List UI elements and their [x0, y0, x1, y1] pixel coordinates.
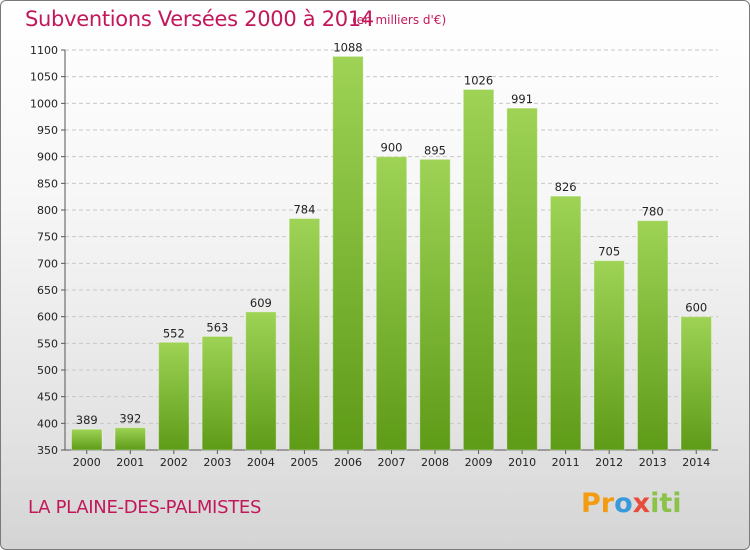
bar-2003: [202, 336, 233, 450]
data-label-2008: 895: [424, 143, 446, 157]
bar-2011: [550, 196, 581, 450]
x-tick-label-2006: 2006: [334, 456, 362, 469]
x-tick-label-2014: 2014: [682, 456, 710, 469]
bar-2004: [245, 311, 277, 450]
x-tick-label-2000: 2000: [73, 456, 101, 469]
x-tick-label-2003: 2003: [203, 456, 231, 469]
bar-outline: [549, 195, 582, 451]
y-tick-label: 450: [37, 391, 58, 404]
y-tick-label: 800: [37, 204, 58, 217]
x-tick-label-2002: 2002: [160, 456, 188, 469]
data-label-2014: 600: [685, 301, 707, 315]
y-tick-label: 1100: [30, 44, 58, 57]
data-label-2006: 1088: [333, 40, 362, 54]
y-tick-label: 850: [37, 177, 58, 190]
data-label-2009: 1026: [464, 73, 493, 87]
x-tick-label-2004: 2004: [247, 456, 275, 469]
x-tick-label-2011: 2011: [552, 456, 580, 469]
data-label-2005: 784: [293, 203, 315, 217]
x-tick-label-2013: 2013: [639, 456, 667, 469]
y-tick-label: 1050: [30, 71, 58, 84]
data-label-2002: 552: [163, 326, 185, 340]
y-tick-label: 950: [37, 124, 58, 137]
data-label-2013: 780: [642, 205, 664, 219]
y-tick-label: 700: [37, 257, 58, 270]
x-tick-label-2008: 2008: [421, 456, 449, 469]
data-label-2007: 900: [381, 141, 403, 155]
bar-outline: [158, 341, 190, 451]
bar-outline: [506, 107, 538, 451]
bar-outline: [245, 311, 277, 451]
data-label-2003: 563: [206, 320, 228, 334]
x-tick-label-2001: 2001: [116, 456, 144, 469]
x-tick-label-2010: 2010: [508, 456, 536, 469]
bar-2010: [506, 108, 538, 450]
bar-2014: [680, 316, 712, 450]
bar-outline: [462, 88, 495, 451]
y-tick-label: 650: [37, 284, 58, 297]
data-label-2001: 392: [119, 412, 141, 426]
data-label-2010: 991: [511, 92, 533, 106]
bar-outline: [680, 316, 712, 451]
y-tick-label: 600: [37, 311, 58, 324]
bar-2000: [71, 429, 103, 450]
data-label-2004: 609: [250, 296, 272, 310]
bar-2002: [158, 342, 190, 450]
bar-outline: [288, 218, 321, 451]
x-tick-label-2007: 2007: [378, 456, 406, 469]
bar-2006: [332, 56, 364, 451]
y-tick-label: 350: [37, 444, 58, 457]
x-tick-label-2012: 2012: [595, 456, 623, 469]
axes: 350 400 450 500 550 600 650 700 750 800 850 900 950 1…: [30, 44, 718, 469]
y-tick-label: 900: [37, 151, 58, 164]
commune-name: LA PLAINE-DES-PALMISTES: [28, 497, 262, 518]
x-tick-label-2005: 2005: [290, 456, 318, 469]
data-label-2012: 705: [598, 245, 620, 259]
bar-outline: [375, 156, 408, 451]
bar-2012: [593, 260, 625, 450]
data-label-2011: 826: [555, 180, 577, 194]
y-tick-label: 550: [37, 337, 58, 350]
bar-2008: [419, 159, 451, 451]
bar-2007: [376, 156, 407, 450]
bars: [71, 55, 712, 451]
bar-2009: [463, 89, 494, 450]
bar-outline: [114, 427, 147, 451]
proxiti-logo: Proxiti: [581, 488, 682, 519]
bar-2013: [637, 220, 668, 450]
bar-outline: [636, 220, 669, 451]
y-tick-label: 750: [37, 231, 58, 244]
bar-2005: [289, 218, 320, 450]
y-tick-label: 400: [37, 417, 58, 430]
data-labels: 389 392 552 563 609 784 1088 900 895 1026 991 826 70…: [76, 40, 707, 427]
y-tick-label: 500: [37, 364, 58, 377]
bar-2001: [115, 427, 146, 450]
bar-outline: [332, 55, 364, 451]
bar-outline: [593, 260, 625, 451]
y-tick-label: 1000: [30, 97, 58, 110]
bar-outline: [201, 335, 234, 451]
x-tick-label-2009: 2009: [465, 456, 493, 469]
bar-outline: [71, 428, 103, 451]
unit-note: (en milliers d'€): [352, 13, 447, 27]
bar-outline: [419, 158, 451, 451]
data-label-2000: 389: [76, 413, 98, 427]
chart-title: Subventions Versées 2000 à 2014: [25, 7, 374, 31]
